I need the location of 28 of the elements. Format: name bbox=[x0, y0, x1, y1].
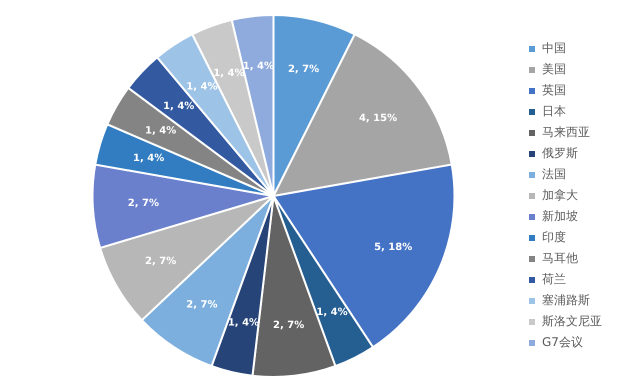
legend-label: 塞浦路斯 bbox=[542, 293, 590, 308]
legend-label: 新加坡 bbox=[542, 209, 578, 224]
data-label: 4, 15% bbox=[358, 112, 398, 124]
data-label: 1, 4% bbox=[228, 317, 260, 328]
legend-label: G7会议 bbox=[542, 335, 583, 350]
legend-label: 马来西亚 bbox=[542, 125, 590, 140]
legend-label: 印度 bbox=[542, 230, 566, 244]
legend-label: 斯洛文尼亚 bbox=[542, 314, 602, 328]
data-label: 1, 4% bbox=[316, 307, 348, 318]
legend-label: 中国 bbox=[542, 41, 566, 56]
legend-label: 美国 bbox=[542, 62, 566, 76]
legend-label: 荷兰 bbox=[542, 272, 566, 286]
legend-label: 俄罗斯 bbox=[542, 146, 578, 160]
data-label: 1, 4% bbox=[145, 125, 176, 136]
data-label: 2, 7% bbox=[145, 256, 176, 267]
legend-label: 法国 bbox=[542, 167, 566, 182]
legend-label: 马耳他 bbox=[542, 251, 578, 266]
data-label: 2, 7% bbox=[273, 320, 304, 332]
legend-label: 加拿大 bbox=[542, 188, 578, 202]
legend-label: 英国 bbox=[542, 83, 566, 98]
data-label: 2, 7% bbox=[128, 198, 160, 210]
data-label: 2, 7% bbox=[288, 64, 320, 75]
data-label: 1, 4% bbox=[133, 153, 164, 164]
data-label: 5, 18% bbox=[374, 242, 412, 254]
legend-label: 日本 bbox=[542, 104, 566, 118]
data-label: 1, 4% bbox=[163, 101, 194, 112]
data-label: 1, 4% bbox=[186, 82, 218, 93]
data-label: 2, 7% bbox=[186, 299, 218, 310]
